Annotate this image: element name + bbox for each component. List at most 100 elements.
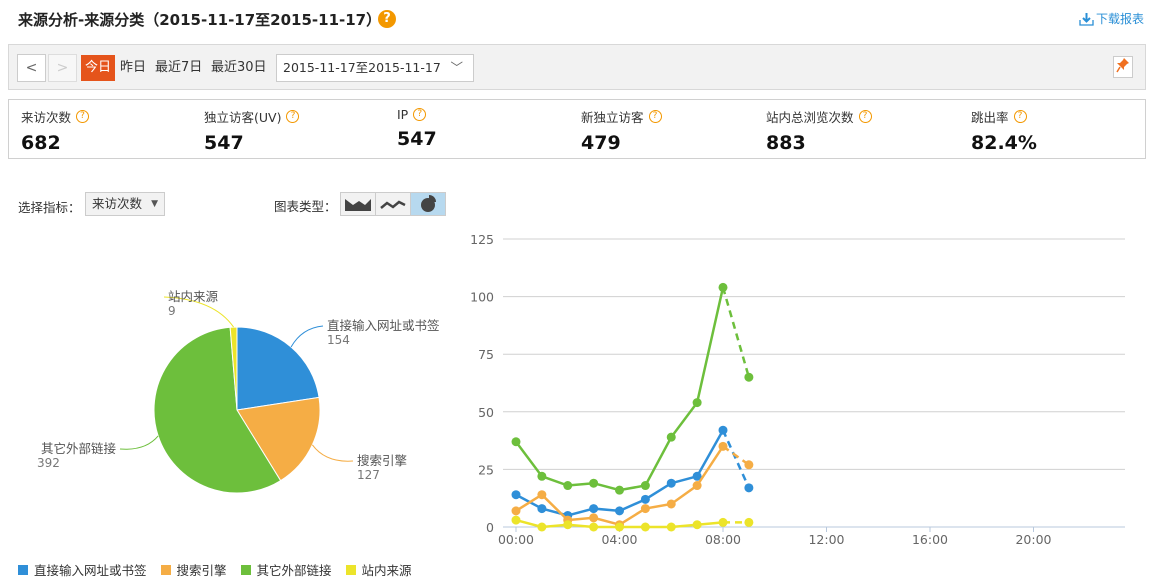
quick-last7[interactable]: 最近7日	[155, 60, 203, 75]
pie-chart-button[interactable]	[410, 192, 446, 216]
data-point[interactable]	[537, 490, 547, 500]
data-point[interactable]	[666, 432, 676, 442]
download-report-link[interactable]: 下载报表	[1079, 10, 1144, 27]
data-point[interactable]	[744, 460, 754, 470]
data-point[interactable]	[692, 520, 702, 530]
data-point[interactable]	[563, 520, 573, 530]
quick-today[interactable]: 今日	[81, 55, 116, 81]
data-point[interactable]	[744, 517, 754, 527]
data-point[interactable]	[666, 499, 676, 509]
legend-item[interactable]: 搜索引擎	[160, 560, 227, 579]
metric-select-value: 来访次数	[92, 196, 143, 211]
pie-value: 9	[168, 304, 176, 318]
metric-select[interactable]: 来访次数 ▼	[85, 192, 165, 216]
area-chart-button[interactable]	[340, 192, 376, 216]
data-point[interactable]	[640, 522, 650, 532]
help-icon[interactable]: ?	[378, 10, 396, 28]
data-point[interactable]	[718, 425, 728, 435]
quick-yesterday[interactable]: 昨日	[120, 60, 147, 75]
line-chart-button[interactable]	[375, 192, 411, 216]
download-label: 下载报表	[1095, 12, 1144, 26]
data-point[interactable]	[692, 471, 702, 481]
metric-label: 独立访客(UV)	[204, 110, 282, 125]
metric-value: 547	[397, 128, 437, 150]
metric-value: 479	[581, 132, 621, 154]
series-line	[514, 287, 725, 492]
pie-slice[interactable]	[153, 326, 282, 494]
legend-swatch	[18, 564, 28, 575]
data-point[interactable]	[589, 522, 599, 532]
legend-swatch	[345, 564, 356, 575]
pie-legend: 直接输入网址或书签 搜索引擎 其它外部链接 站内来源	[18, 560, 412, 579]
data-point[interactable]	[589, 504, 599, 514]
pie-slice[interactable]	[236, 326, 320, 411]
pie-label-connector	[290, 325, 324, 348]
data-point[interactable]	[718, 517, 728, 527]
pie-label-connector	[163, 296, 234, 328]
pie-value: 154	[327, 333, 350, 347]
data-point[interactable]	[511, 437, 521, 447]
data-point[interactable]	[666, 522, 676, 532]
y-tick-label: 125	[470, 232, 494, 247]
pin-icon[interactable]	[1113, 56, 1133, 78]
data-point[interactable]	[511, 490, 521, 500]
metric-card: 站内总浏览次数? 883	[766, 107, 872, 154]
legend-swatch	[160, 564, 171, 575]
help-icon[interactable]: ?	[413, 108, 427, 121]
pie-label: 其它外部链接	[41, 441, 117, 456]
data-point[interactable]	[640, 481, 650, 491]
data-point[interactable]	[537, 471, 547, 481]
series-line-dashed	[721, 287, 751, 378]
line-chart-icon	[380, 200, 406, 209]
pie-value: 127	[357, 468, 380, 482]
x-tick-label: 00:00	[498, 532, 534, 547]
metric-select-label: 选择指标：	[18, 200, 81, 215]
legend-item[interactable]: 站内来源	[345, 560, 412, 579]
data-point[interactable]	[537, 522, 547, 532]
metric-label: 跳出率	[971, 110, 1009, 125]
data-point[interactable]	[692, 398, 702, 408]
legend-label: 其它外部链接	[256, 563, 332, 578]
metric-value: 547	[204, 132, 244, 154]
metric-value: 682	[21, 132, 61, 154]
data-point[interactable]	[640, 504, 650, 514]
prev-day-button[interactable]: <	[17, 54, 46, 82]
help-icon[interactable]: ?	[648, 110, 662, 123]
legend-swatch	[240, 564, 251, 575]
data-point[interactable]	[537, 504, 547, 514]
next-day-button[interactable]: >	[48, 54, 77, 82]
data-point[interactable]	[744, 372, 754, 382]
date-range-select[interactable]: 2015-11-17至2015-11-17 ﹀	[276, 54, 474, 82]
data-point[interactable]	[589, 478, 599, 488]
date-toolbar: < > 今日 昨日 最近7日 最近30日 2015-11-17至2015-11-…	[8, 44, 1146, 90]
metric-card: 来访次数? 682	[21, 107, 90, 154]
x-tick-label: 12:00	[808, 532, 844, 547]
help-icon[interactable]: ?	[858, 110, 872, 123]
data-point[interactable]	[615, 522, 624, 532]
pie-label: 直接输入网址或书签	[327, 318, 440, 333]
help-icon[interactable]: ?	[1013, 110, 1027, 123]
legend-item[interactable]: 其它外部链接	[240, 560, 332, 579]
help-icon[interactable]: ?	[286, 110, 300, 123]
data-point[interactable]	[666, 478, 676, 488]
pie-label: 站内来源	[168, 289, 219, 304]
data-point[interactable]	[615, 485, 624, 495]
legend-label: 搜索引擎	[176, 563, 227, 578]
data-point[interactable]	[718, 282, 728, 292]
data-point[interactable]	[692, 481, 702, 491]
metric-card: 跳出率? 82.4%	[971, 107, 1037, 154]
data-point[interactable]	[640, 494, 650, 504]
legend-item[interactable]: 直接输入网址或书签	[18, 560, 147, 579]
data-point[interactable]	[744, 483, 754, 493]
data-point[interactable]	[589, 513, 599, 523]
data-point[interactable]	[511, 506, 521, 516]
metric-value: 883	[766, 132, 806, 154]
data-point[interactable]	[718, 441, 728, 451]
data-point[interactable]	[511, 515, 521, 525]
data-point[interactable]	[615, 506, 624, 516]
help-icon[interactable]: ?	[76, 110, 90, 123]
pie-slice[interactable]	[236, 396, 321, 482]
quick-last30[interactable]: 最近30日	[211, 60, 267, 75]
data-point[interactable]	[563, 481, 573, 491]
metric-label: 新独立访客	[581, 110, 644, 125]
